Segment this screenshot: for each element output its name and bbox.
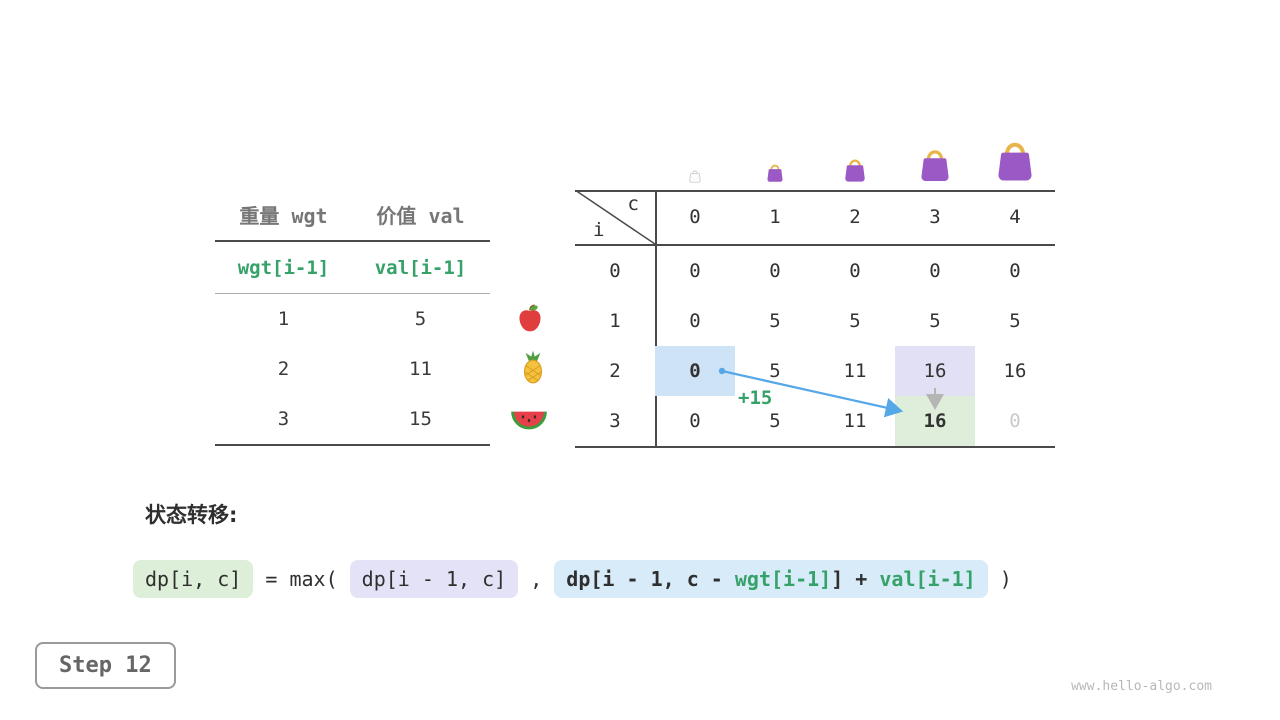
dp-cell-3-4-pending: 0 [1009,410,1021,432]
divider [655,190,657,448]
dp-cell-0-4: 0 [1009,260,1021,282]
dp-cell-3-1: 5 [769,410,781,432]
value-cell: 15 [409,408,432,430]
weight-cell: 1 [277,308,290,330]
divider [575,190,1055,192]
bag-icon-medium [845,159,865,182]
weights-table-code-row: wgt[i-1] val[i-1] [215,242,490,293]
weights-values-table: 重量 wgt 价值 val wgt[i-1] val[i-1] 1 5 2 11… [215,188,490,446]
dp-column-headers: 0 1 2 3 4 [655,190,1055,244]
bag-icon-large [921,150,949,182]
formula-max-operator: = max( [253,567,350,591]
bag-icon-xlarge [998,142,1032,181]
dp-cell-2-3-above-highlight: 16 [895,346,975,396]
value-column-header: 价值 val [376,203,465,228]
val-code-cell: val[i-1] [374,256,467,279]
formula-lhs: dp[i, c] [133,560,254,598]
dp-cell-0-1: 0 [769,260,781,282]
dp-cell-1-0: 0 [689,310,701,332]
dp-cell-0-2: 0 [849,260,861,282]
row-label-1: 1 [609,310,621,332]
dp-cell-3-3-current-highlight: 16 [895,396,975,446]
divider [215,293,490,294]
bag-icon-empty [689,170,701,183]
state-transition-label: 状态转移: [145,503,238,527]
step-badge: Step 12 [35,642,176,689]
dp-table: c i 0 1 2 3 4 0 1 2 3 0 0 0 0 0 0 5 5 5 … [575,190,1055,448]
divider [215,444,490,446]
capacity-var-label: c [627,193,639,215]
dp-cell-0-3: 0 [929,260,941,282]
formula-term-take-prefix: dp[i - 1, c - [566,567,735,591]
dp-cell-2-2: 11 [843,360,867,382]
item-var-label: i [593,219,605,241]
table-row: 1 5 [215,294,490,344]
col-label-3: 3 [929,206,941,228]
bag-icon-small [767,164,783,182]
col-label-1: 1 [769,206,781,228]
pineapple-icon [523,350,543,384]
transition-formula: dp[i, c] = max( dp[i - 1, c] , dp[i - 1,… [133,560,1012,598]
divider [575,244,1055,246]
formula-comma: , [518,567,555,591]
apple-icon [519,304,541,332]
watermark: www.hello-algo.com [1071,679,1212,694]
dp-cell-2-0-source-highlight: 0 [655,346,735,396]
dp-cell-1-4: 5 [1009,310,1021,332]
divider [575,446,1055,448]
formula-term-take: dp[i - 1, c - wgt[i-1]] + val[i-1] [554,560,988,598]
watermelon-icon [511,411,547,430]
dp-cell-3-2: 11 [843,410,867,432]
dp-cell-1-3: 5 [929,310,941,332]
col-label-2: 2 [849,206,861,228]
weight-cell: 2 [277,358,290,380]
table-row: 3 15 [215,394,490,444]
dp-corner-cell: c i [575,190,655,244]
formula-term-keep: dp[i - 1, c] [349,560,519,598]
formula-close-paren: ) [987,567,1012,591]
table-row: 2 11 [215,344,490,394]
row-label-3: 3 [609,410,621,432]
formula-term-take-mid: ] + [831,567,880,591]
value-gain-annotation: +15 [738,387,773,409]
weight-cell: 3 [277,408,290,430]
col-label-4: 4 [1009,206,1021,228]
wgt-code-cell: wgt[i-1] [237,256,330,279]
formula-val-ref: val[i-1] [879,567,976,591]
dp-cell-1-2: 5 [849,310,861,332]
formula-wgt-ref: wgt[i-1] [734,567,832,591]
weight-column-header: 重量 wgt [239,203,328,228]
dp-values-grid: 0 0 0 0 0 0 5 5 5 5 0 5 11 16 16 0 5 11 … [655,246,1055,446]
col-label-0: 0 [689,206,701,228]
dp-cell-2-4: 16 [1003,360,1027,382]
row-label-2: 2 [609,360,621,382]
row-label-0: 0 [609,260,621,282]
dp-row-headers: 0 1 2 3 [575,246,655,446]
divider [215,240,490,242]
diagonal-divider [575,190,655,244]
value-cell: 5 [414,308,427,330]
dp-cell-3-0: 0 [689,410,701,432]
dp-cell-1-1: 5 [769,310,781,332]
dp-cell-0-0: 0 [689,260,701,282]
value-cell: 11 [409,358,432,380]
weights-table-header: 重量 wgt 价值 val [215,188,490,240]
